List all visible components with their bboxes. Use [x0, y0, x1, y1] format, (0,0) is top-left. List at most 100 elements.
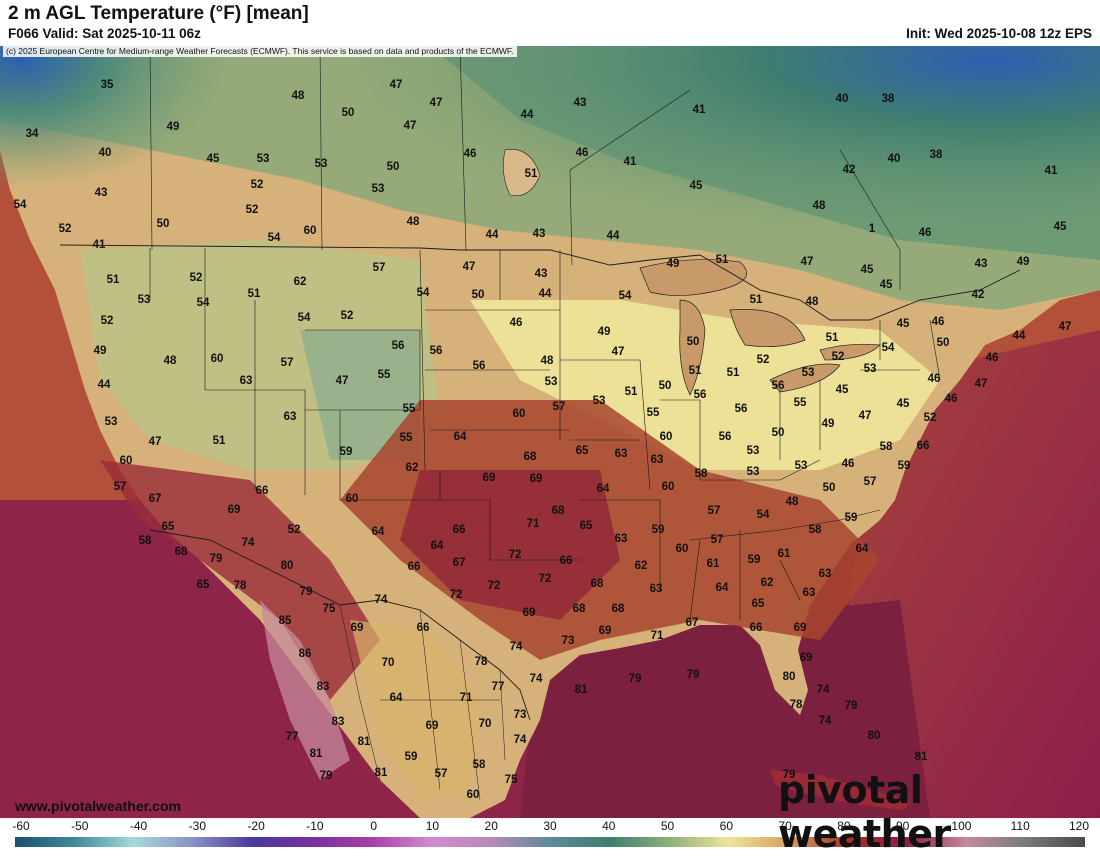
temperature-map[interactable]: 35 47 47 48 50 47 44 43 41 40 38 34 49 40 45 53 53 50 46 46… — [0, 46, 1100, 818]
temperature-label: 81 — [375, 767, 388, 779]
temperature-label: 69 — [800, 652, 813, 664]
temperature-label: 63 — [651, 454, 664, 466]
color-legend-tick: 100 — [951, 819, 972, 833]
temperature-label: 57 — [281, 357, 294, 369]
temperature-label: 65 — [752, 598, 765, 610]
temperature-label: 69 — [483, 472, 496, 484]
temperature-label: 54 — [197, 297, 210, 309]
temperature-label: 45 — [897, 398, 910, 410]
temperature-label: 52 — [924, 412, 937, 424]
temperature-label: 55 — [378, 369, 391, 381]
temperature-label: 42 — [972, 289, 985, 301]
temperature-label: 57 — [553, 401, 566, 413]
temperature-label: 50 — [157, 218, 170, 230]
temperature-label: 47 — [390, 79, 403, 91]
color-legend-tick: 90 — [895, 819, 910, 833]
temperature-label: 43 — [975, 258, 988, 270]
temperature-label: 72 — [539, 573, 552, 585]
temperature-label: 74 — [514, 734, 527, 746]
temperature-label: 72 — [509, 549, 522, 561]
temperature-label: 51 — [248, 288, 261, 300]
temperature-label: 67 — [686, 617, 699, 629]
temperature-label: 52 — [832, 351, 845, 363]
temperature-label: 70 — [479, 718, 492, 730]
temperature-label: 56 — [694, 389, 707, 401]
temperature-label: 45 — [207, 153, 220, 165]
temperature-label: 77 — [286, 731, 299, 743]
temperature-label: 51 — [213, 435, 226, 447]
temperature-label: 40 — [888, 153, 901, 165]
temperature-label: 52 — [246, 204, 259, 216]
temperature-label: 74 — [510, 641, 523, 653]
temperature-label: 74 — [819, 715, 832, 727]
temperature-label: 53 — [545, 376, 558, 388]
temperature-label: 53 — [593, 395, 606, 407]
temperature-label: 63 — [650, 583, 663, 595]
temperature-label: 45 — [836, 384, 849, 396]
color-legend-tick: 70 — [778, 819, 792, 833]
temperature-label: 60 — [660, 431, 673, 443]
temperature-label: 73 — [562, 635, 575, 647]
website-url[interactable]: www.pivotalweather.com — [15, 798, 181, 814]
temperature-label: 54 — [268, 232, 281, 244]
temperature-label: 79 — [629, 673, 642, 685]
temperature-label: 86 — [299, 648, 312, 660]
temperature-label: 45 — [897, 318, 910, 330]
temperature-label: 48 — [164, 355, 177, 367]
temperature-label: 47 — [801, 256, 814, 268]
temperature-label: 38 — [930, 149, 943, 161]
temperature-label: 54 — [619, 290, 632, 302]
temperature-label: 64 — [390, 692, 403, 704]
temperature-label: 65 — [197, 579, 210, 591]
temperature-label: 56 — [430, 345, 443, 357]
temperature-label: 43 — [574, 97, 587, 109]
temperature-label: 78 — [790, 699, 803, 711]
temperature-label: 41 — [693, 104, 706, 116]
temperature-label: 51 — [525, 168, 538, 180]
temperature-label: 46 — [928, 373, 941, 385]
temperature-label: 38 — [882, 93, 895, 105]
color-legend-tick: -10 — [306, 819, 324, 833]
temperature-label: 50 — [772, 427, 785, 439]
temperature-label: 75 — [505, 774, 518, 786]
color-legend-tick: 10 — [425, 819, 440, 833]
temperature-label: 53 — [105, 416, 118, 428]
color-legend-tick: 40 — [602, 819, 616, 833]
temperature-label: 57 — [114, 481, 127, 493]
temperature-label: 66 — [560, 555, 573, 567]
temperature-label: 83 — [332, 716, 345, 728]
temperature-label: 60 — [513, 408, 526, 420]
temperature-label: 78 — [475, 656, 488, 668]
temperature-label: 69 — [530, 473, 543, 485]
temperature-label: 53 — [802, 367, 815, 379]
init-time: Init: Wed 2025-10-08 12z EPS — [906, 26, 1092, 41]
temperature-label: 46 — [919, 227, 932, 239]
temperature-label: 68 — [591, 578, 604, 590]
temperature-label: 67 — [453, 557, 466, 569]
temperature-label: 47 — [975, 378, 988, 390]
temperature-label: 51 — [826, 332, 839, 344]
temperature-label: 63 — [803, 587, 816, 599]
temperature-label: 51 — [107, 274, 120, 286]
temperature-label: 50 — [472, 289, 485, 301]
temperature-label: 59 — [898, 460, 911, 472]
temperature-label: 47 — [612, 346, 625, 358]
temperature-label: 75 — [323, 603, 336, 615]
temperature-label: 69 — [523, 607, 536, 619]
temperature-label: 40 — [99, 147, 112, 159]
temperature-label: 50 — [823, 482, 836, 494]
temperature-label: 55 — [794, 397, 807, 409]
color-legend-tick: -60 — [12, 819, 30, 833]
temperature-label: 1 — [869, 223, 876, 235]
temperature-label: 50 — [387, 161, 400, 173]
temperature-label: 66 — [453, 524, 466, 536]
temperature-label: 74 — [530, 673, 543, 685]
temperature-label: 63 — [819, 568, 832, 580]
temperature-label: 51 — [716, 254, 729, 266]
temperature-label: 52 — [101, 315, 114, 327]
temperature-label: 46 — [842, 458, 855, 470]
temperature-label: 40 — [836, 93, 849, 105]
temperature-label: 58 — [139, 535, 152, 547]
temperature-label: 45 — [690, 180, 703, 192]
